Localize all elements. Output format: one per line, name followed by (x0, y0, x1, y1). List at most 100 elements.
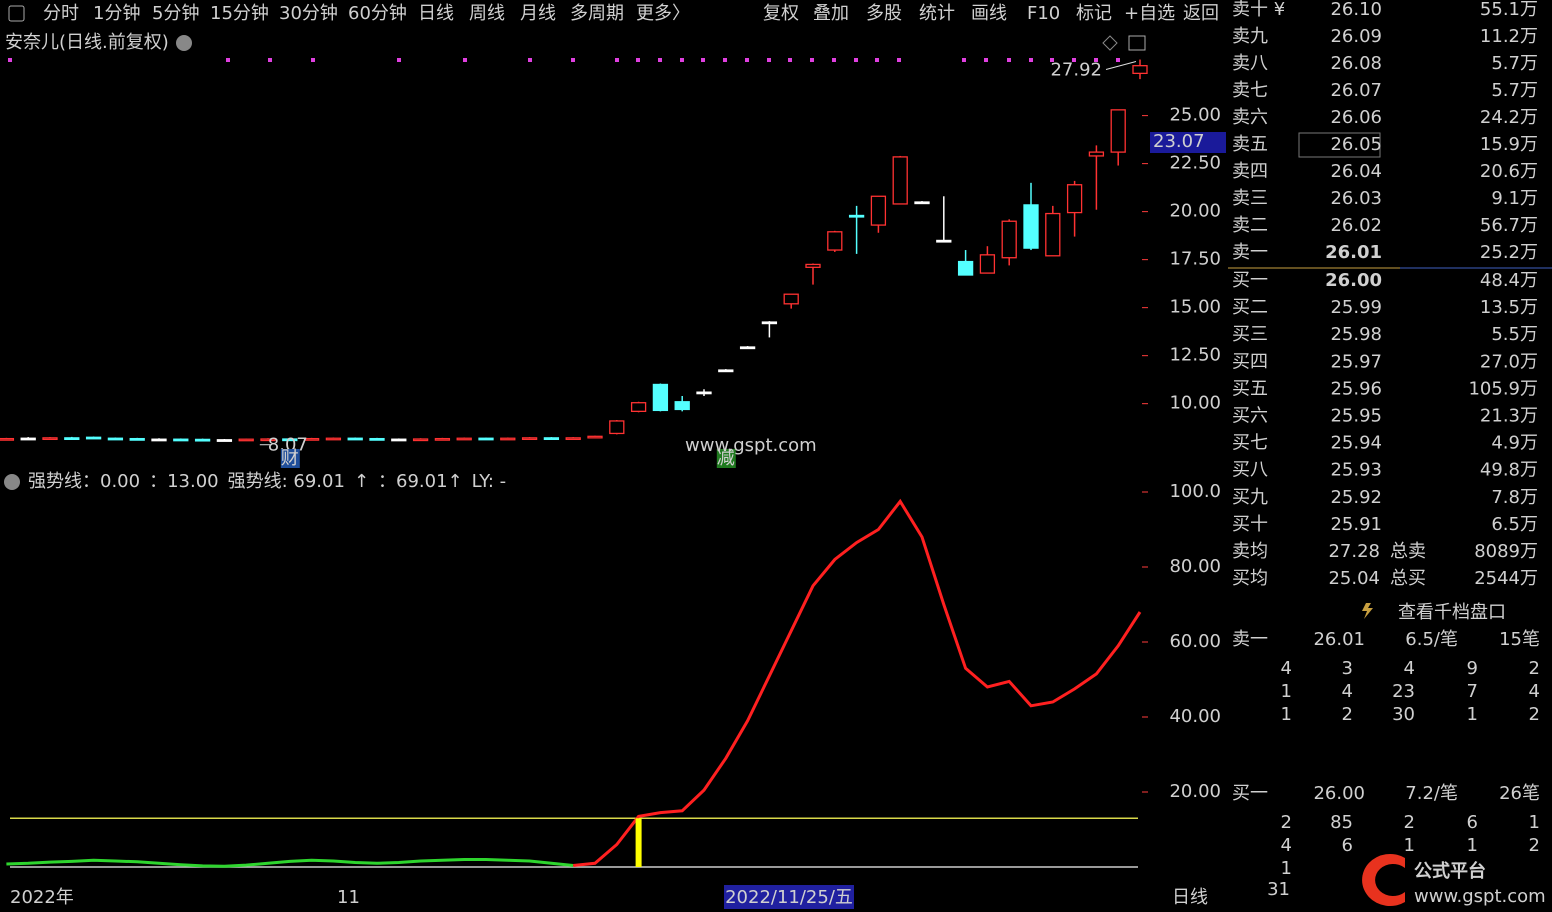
candle-body (979, 254, 996, 274)
candle-body (696, 391, 712, 395)
candle-body (739, 346, 756, 350)
candle-body (827, 231, 843, 251)
toolbar-tab[interactable]: 周线 (469, 3, 505, 24)
date-label: 11 (337, 887, 360, 908)
signal-dot (1116, 58, 1120, 62)
marker-box (716, 449, 736, 468)
candle-body (1023, 204, 1039, 249)
candle-body (434, 437, 451, 441)
book-volume: 11.2万 (1480, 26, 1538, 47)
toolbar-button[interactable]: 复权 (763, 3, 799, 24)
queue-avg: 7.2/笔 (1405, 783, 1458, 804)
queue-cell: 6 (1342, 835, 1353, 856)
book-volume: 15.9万 (1480, 134, 1538, 155)
toolbar-tab[interactable]: 1分钟 (93, 3, 140, 24)
candle-body (957, 260, 974, 276)
candle-body (194, 438, 211, 442)
queue-cell: 1 (1404, 835, 1415, 856)
annotation: 27.92 (1050, 60, 1102, 81)
candle-body (129, 437, 145, 441)
signal-dot (226, 58, 230, 62)
toolbar-button[interactable]: 叠加 (813, 3, 849, 24)
toolbar-tab[interactable]: 日线 (418, 3, 454, 24)
toolbar-button[interactable]: 多股 (866, 3, 902, 24)
candle-body (173, 438, 189, 442)
candle-body (0, 437, 15, 441)
candle-body (1066, 184, 1083, 214)
queue-cell: 1 (1467, 704, 1478, 725)
queue-cell: 85 (1330, 812, 1353, 833)
indicator-dropdown[interactable] (4, 474, 20, 490)
signal-dot (571, 58, 575, 62)
toolbar-button[interactable]: 画线 (971, 3, 1007, 24)
toolbar-button[interactable]: 统计 (919, 3, 955, 24)
candle-body (805, 263, 821, 268)
toolbar-button[interactable]: +自选 (1124, 3, 1175, 24)
diamond-icon[interactable] (1102, 35, 1118, 51)
candle-body (64, 437, 80, 441)
book-label: 买九 (1232, 487, 1268, 508)
toolbar-tab[interactable]: 15分钟 (210, 3, 269, 24)
queue-label: 卖一 (1232, 629, 1268, 650)
toolbar-tab[interactable]: 5分钟 (152, 3, 199, 24)
legend-item: 强势线：0.00 (28, 471, 140, 492)
book-volume: 9.1万 (1491, 188, 1538, 209)
candle-body (478, 437, 494, 441)
annotation-arrow (1105, 61, 1137, 71)
signal-dot (745, 58, 749, 62)
toolbar-button[interactable]: F10 (1027, 3, 1060, 24)
book-volume: 6.5万 (1491, 514, 1538, 535)
book-label: 卖十 ¥ (1232, 0, 1285, 20)
candle-body (369, 437, 385, 441)
toolbar-tab[interactable]: 30分钟 (279, 3, 338, 24)
marker[interactable]: 减 (717, 448, 735, 469)
cursor-date: 2022/11/25/五 (725, 887, 853, 908)
logo-icon (1362, 854, 1405, 906)
y-tick-label: 25.00 (1169, 105, 1221, 126)
queue-link[interactable]: 查看千档盘口 (1398, 602, 1506, 623)
queue-cell: 30 (1392, 704, 1415, 725)
dropdown-icon[interactable] (176, 35, 192, 51)
avg-label: 总买 (1390, 568, 1426, 589)
book-price: 26.04 (1330, 161, 1382, 182)
signal-dot (397, 58, 401, 62)
candle-body (892, 156, 908, 205)
marker[interactable]: 财 (281, 448, 299, 469)
toolbar-button[interactable]: 标记 (1076, 3, 1112, 24)
y-tick-label: 60.00 (1169, 631, 1221, 652)
candle-body (936, 239, 952, 243)
menu-icon[interactable] (8, 5, 25, 22)
signal-dot (788, 58, 792, 62)
toolbar-tab[interactable]: 分时 (43, 3, 79, 24)
toolbar-tab[interactable]: 更多〉 (636, 3, 690, 24)
book-label: 卖一 (1232, 242, 1268, 263)
panel-icon[interactable] (1128, 35, 1146, 51)
book-volume: 24.2万 (1480, 107, 1538, 128)
toolbar-tab[interactable]: 月线 (520, 3, 556, 24)
selected-row-box (1298, 132, 1381, 158)
book-price: 25.98 (1330, 324, 1382, 345)
toolbar-tab[interactable]: 60分钟 (348, 3, 407, 24)
queue-cell: 7 (1467, 681, 1478, 702)
y-tick-label: 100.0 (1169, 481, 1221, 502)
candle-body (325, 437, 342, 441)
signal-bar (635, 818, 642, 867)
watermark: www.gspt.com (685, 435, 817, 456)
candle-body (630, 402, 647, 413)
y-tick-label: 10.00 (1169, 393, 1221, 414)
book-volume: 55.1万 (1480, 0, 1538, 20)
queue-cell: 4 (1529, 681, 1540, 702)
queue-cell: 3 (1342, 658, 1353, 679)
toolbar-button[interactable]: 返回 (1183, 3, 1219, 24)
signal-dot (528, 58, 532, 62)
toolbar-tab[interactable]: 多周期 (570, 3, 624, 24)
signal-dot (1072, 58, 1076, 62)
book-volume: 13.5万 (1480, 297, 1538, 318)
book-price: 26.05 (1330, 134, 1382, 155)
signal-dot (615, 58, 619, 62)
candle-body (587, 435, 603, 439)
y-tick-label: 20.00 (1169, 781, 1221, 802)
y-tick-label: 20.00 (1169, 201, 1221, 222)
avg-volume: 8089万 (1474, 541, 1538, 562)
